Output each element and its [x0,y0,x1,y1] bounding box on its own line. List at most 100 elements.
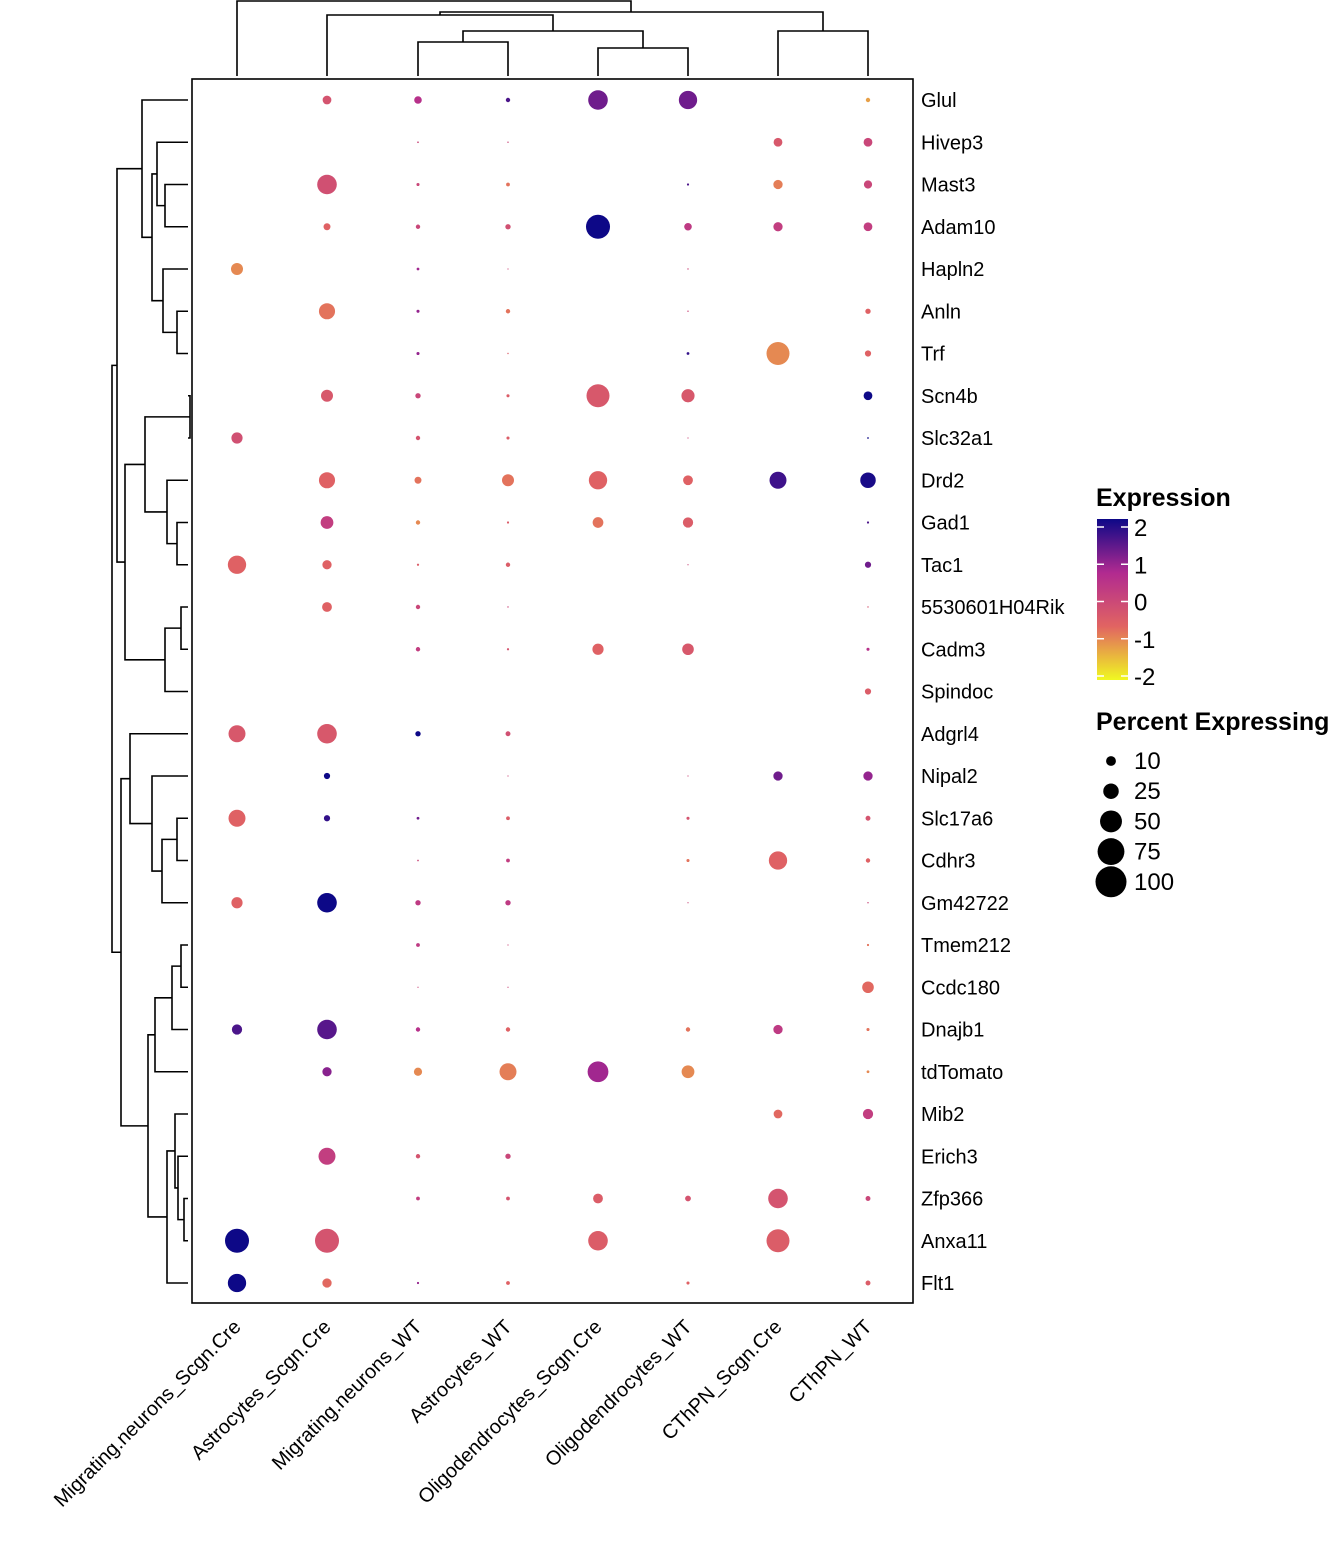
dendrogram-branch [177,1155,188,1221]
dot [227,555,247,574]
dot [505,97,511,103]
dendrogram-branch [326,14,554,76]
dot [317,1019,337,1040]
colorbar-tick-label: 2 [1134,515,1147,542]
dot [417,141,419,144]
dot [416,1281,420,1285]
dot [588,1230,608,1251]
dot [505,224,511,230]
dot [506,436,510,440]
dot [415,520,421,525]
dendrogram-branch [164,183,188,228]
dot [860,472,876,488]
dot [592,517,604,528]
dot [415,900,421,906]
gene-label: Gad1 [921,513,970,535]
dot [773,222,783,232]
dot [323,815,331,822]
dendrogram-branch [164,627,188,693]
dot [865,1280,871,1286]
gene-label: Trf [921,344,945,366]
dendrogram-branch [180,606,188,651]
dot [224,1228,250,1253]
dot [687,437,689,439]
dendrogram-branch [180,944,188,989]
gene-labels: Glul Hivep3 Mast3 Adam10 Hapln2 Anln Trf Scn4b S… [921,90,1065,1295]
size-legend-label: 10 [1134,748,1161,775]
dot [415,435,421,441]
group-labels: Migrating.neurons_Scgn.CreAstrocytes_Scg… [50,1316,877,1512]
dot [231,897,243,909]
dendrogram-branch [777,30,869,76]
gene-label: Cdhr3 [921,851,975,873]
dot [506,1196,510,1201]
dot [416,267,420,271]
dot [505,1027,511,1032]
dot [682,517,694,528]
colorbar-tick-label: -2 [1134,664,1155,691]
dot [865,815,871,821]
dot [866,647,870,651]
dot [687,310,689,312]
dot [317,174,337,195]
dot [687,775,689,777]
gene-label: Erich3 [921,1146,978,1168]
dendrogram-branch [151,775,188,872]
dot [231,432,243,444]
dot [415,647,421,652]
dot [506,182,510,187]
dot [314,1228,340,1253]
size-legend-dot [1100,810,1122,833]
dot [865,97,871,103]
dot [228,725,246,743]
gene-label: Adgrl4 [921,724,979,746]
size-legend-label: 75 [1134,839,1161,866]
size-legend-dot [1095,866,1127,898]
dot [506,816,510,821]
dot [416,182,420,187]
group-label: Oligodendrocytes_WT [541,1316,696,1471]
dot [505,309,511,314]
dot [506,394,510,398]
dot [864,561,872,568]
gene-label: Anln [921,301,961,323]
size-legend-dot [1097,838,1125,866]
dot [415,604,421,610]
dendrogram-branch [176,310,188,355]
dot [507,606,509,608]
dot [415,1154,421,1159]
dot [773,771,783,781]
dot [506,648,510,651]
dot [227,1273,247,1293]
dot [862,1108,874,1120]
dot [686,183,690,186]
dot [863,180,873,189]
gene-label: Tmem212 [921,935,1011,957]
gene-label: Slc32a1 [921,428,993,450]
dot [416,1196,420,1201]
size-legend: 10 25 50 75 100 [1095,748,1174,898]
dot [863,391,873,401]
gene-label: tdTomato [921,1062,1003,1084]
dot [588,471,608,490]
dot [506,858,510,863]
colorbar-tick-label: 0 [1134,590,1147,617]
group-label: Oligodendrocytes_Scgn.Cre [414,1316,606,1508]
dot [415,393,421,399]
dendrogram-branch [171,965,188,1031]
gene-label: Scn4b [921,386,978,408]
dendrogram-branch [116,167,142,563]
dot [587,1061,609,1083]
dot [414,96,422,104]
dot [685,1027,691,1032]
dot [417,986,419,988]
dot [687,902,689,904]
gene-label: Drd2 [921,470,964,492]
color-legend-title: Expression [1096,484,1231,512]
gene-label: Flt1 [921,1273,954,1295]
dot [683,475,693,486]
dendrogram-branch [147,1033,167,1218]
dot [415,224,421,229]
dot [593,1193,603,1204]
dot [866,943,870,947]
